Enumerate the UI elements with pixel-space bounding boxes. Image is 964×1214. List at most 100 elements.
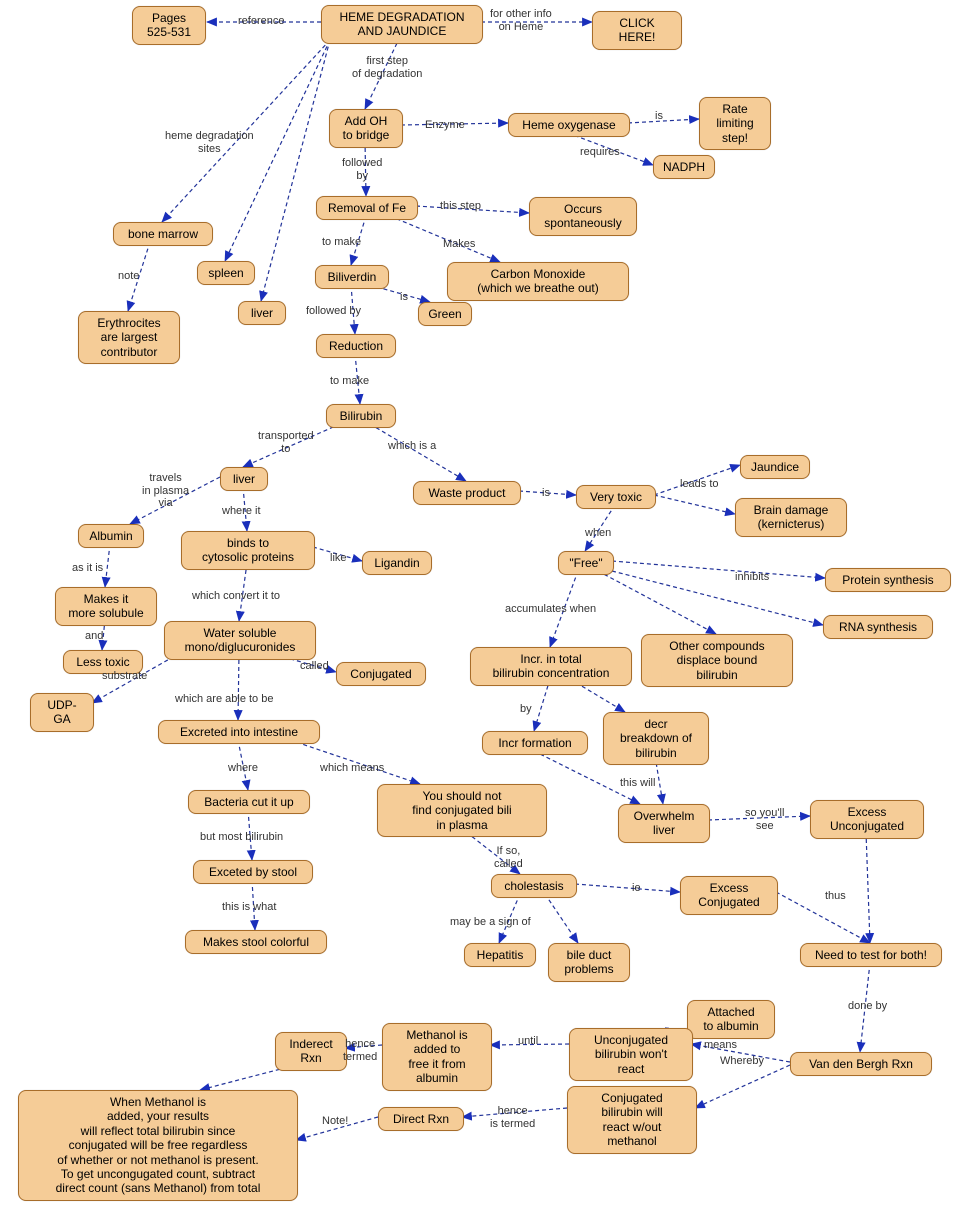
node-needtest: Need to test for both! xyxy=(800,943,942,967)
edge-label-title-addoh: first stepof degradation xyxy=(352,55,422,80)
node-jaund: Jaundice xyxy=(740,455,810,479)
edge-label-decrbreak-overwhelm: this will xyxy=(620,777,655,790)
node-methanol: Methanol isadded tofree it fromalbumin xyxy=(382,1023,492,1091)
node-eryth: Erythrocitesare largestcontributor xyxy=(78,311,180,364)
node-overwhelm: Overwhelmliver xyxy=(618,804,710,843)
edge-label-reduc-bilirubin: to make xyxy=(330,375,369,388)
edge-free-protsyn xyxy=(612,561,825,578)
node-nadph: NADPH xyxy=(653,155,715,179)
node-liver1: liver xyxy=(238,301,286,325)
node-exunconj: ExcessUnconjugated xyxy=(810,800,924,839)
node-hepat: Hepatitis xyxy=(464,943,536,967)
node-conjreact: Conjugatedbilirubin willreact w/outmetha… xyxy=(567,1086,697,1154)
node-colorful: Makes stool colorful xyxy=(185,930,327,954)
edge-label-biliverdin-reduc: followed by xyxy=(306,305,361,318)
edge-label-albumin-solub: as it is xyxy=(72,562,103,575)
node-removfe: Removal of Fe xyxy=(316,196,418,220)
node-biliverdin: Biliverdin xyxy=(315,265,389,289)
edge-label-removfe-biliverdin: to make xyxy=(322,236,361,249)
edge-label-wsoluble-excrete: which are able to be xyxy=(175,693,273,706)
edge-wsoluble-excrete xyxy=(238,653,239,720)
node-stool: Exceted by stool xyxy=(193,860,313,884)
edge-label-removfe-co: Makes xyxy=(443,238,475,251)
edge-title-liver1 xyxy=(261,40,330,301)
node-solub: Makes itmore solubule xyxy=(55,587,157,626)
node-occspon: Occursspontaneously xyxy=(529,197,637,236)
node-ratelim: Ratelimitingstep! xyxy=(699,97,771,150)
edge-label-unconjwo-attached: means xyxy=(704,1039,737,1052)
node-hemeoxy: Heme oxygenase xyxy=(508,113,630,137)
node-bonemarrow: bone marrow xyxy=(113,222,213,246)
edge-label-biliverdin-green: is xyxy=(400,291,408,304)
edge-label-bact-stool: but most bilirubin xyxy=(200,831,283,844)
edge-label-title-bonemarrow: heme degradationsites xyxy=(165,130,254,155)
edge-label-wsoluble-udpga: substrate xyxy=(102,670,147,683)
edge-label-removfe-occspon: this step xyxy=(440,200,481,213)
node-decrbreak: decrbreakdown ofbilirubin xyxy=(603,712,709,765)
edge-label-incrtot-incrform: by xyxy=(520,703,532,716)
node-unconjwo: Unconjugatedbilirubin won'treact xyxy=(569,1028,693,1081)
edge-label-cholest-exconj: ie xyxy=(632,882,641,895)
edge-label-addoh-removfe: followedby xyxy=(342,157,382,182)
edge-label-methanol-indirect: hencetermed xyxy=(343,1038,377,1063)
edge-label-title-click: for other infoon Heme xyxy=(490,8,552,33)
node-direct: Direct Rxn xyxy=(378,1107,464,1131)
edge-label-wsoluble-conjug: called xyxy=(300,660,329,673)
edge-exconj-needtest xyxy=(776,892,870,943)
node-vtoxic: Very toxic xyxy=(576,485,656,509)
edge-cholest-bileduct xyxy=(545,894,578,943)
node-pages: Pages525-531 xyxy=(132,6,206,45)
edge-label-bilirubin-waste: which is a xyxy=(388,440,436,453)
node-bact: Bacteria cut it up xyxy=(188,790,310,814)
node-brain: Brain damage(kernicterus) xyxy=(735,498,847,537)
node-spleen: spleen xyxy=(197,261,255,285)
node-udpga: UDP-GA xyxy=(30,693,94,732)
node-reduc: Reduction xyxy=(316,334,396,358)
edge-label-excrete-bact: where xyxy=(228,762,258,775)
edge-exunconj-needtest xyxy=(866,832,870,943)
edge-label-vdb-unconjwo: Whereby xyxy=(720,1055,764,1068)
node-noconj: You should notfind conjugated biliin pla… xyxy=(377,784,547,837)
concept-map-canvas: { "meta": { "node_bg": "#f5cc97", "node_… xyxy=(0,0,964,1214)
edge-label-binds-ligandin: like xyxy=(330,552,347,565)
edge-vdb-conjreact xyxy=(695,1065,790,1108)
edge-label-unconjwo-methanol: until xyxy=(518,1035,538,1048)
edge-label-solub-lesstox: and xyxy=(85,630,103,643)
edge-label-bilirubin-liver2: transportedto xyxy=(258,430,314,455)
edge-label-hemeoxy-nadph: requires xyxy=(580,146,620,159)
node-conjug: Conjugated xyxy=(336,662,426,686)
edge-label-free-protsyn: inhibits xyxy=(735,571,769,584)
node-wsoluble: Water solublemono/diglucuronides xyxy=(164,621,316,660)
edge-label-overwhelm-exunconj: so you'llsee xyxy=(745,807,784,832)
node-ligandin: Ligandin xyxy=(362,551,432,575)
edge-label-liver2-albumin: travelsin plasmavia xyxy=(142,472,189,510)
edge-incrtot-incrform xyxy=(534,679,550,731)
node-cholest: cholestasis xyxy=(491,874,577,898)
edge-label-binds-wsoluble: which convert it to xyxy=(192,590,280,603)
edge-label-stool-colorful: this is what xyxy=(222,901,276,914)
node-addoh: Add OHto bridge xyxy=(329,109,403,148)
node-liver2: liver xyxy=(220,467,268,491)
node-albumin: Albumin xyxy=(78,524,144,548)
node-rnasyn: RNA synthesis xyxy=(823,615,933,639)
node-attached: Attachedto albumin xyxy=(687,1000,775,1039)
edge-free-otherdisp xyxy=(598,571,716,634)
edge-label-free-incrtot: accumulates when xyxy=(505,603,596,616)
node-green: Green xyxy=(418,302,472,326)
edge-label-cholest-hepat: may be a sign of xyxy=(450,916,531,929)
node-incrform: Incr formation xyxy=(482,731,588,755)
edge-vtoxic-brain xyxy=(654,495,735,514)
edge-hemeoxy-ratelim xyxy=(628,119,699,123)
node-otherdisp: Other compoundsdisplace boundbilirubin xyxy=(641,634,793,687)
edge-label-liver2-binds: where it xyxy=(222,505,261,518)
node-incrtot: Incr. in totalbilirubin concentration xyxy=(470,647,632,686)
edge-label-bonemarrow-eryth: note xyxy=(118,270,139,283)
node-exconj: ExcessConjugated xyxy=(680,876,778,915)
node-co: Carbon Monoxide(which we breathe out) xyxy=(447,262,629,301)
node-protsyn: Protein synthesis xyxy=(825,568,951,592)
edge-label-addoh-hemeoxy: Enzyme xyxy=(425,119,465,132)
edge-cholest-exconj xyxy=(575,884,680,892)
edge-label-vtoxic-jaund: leads to xyxy=(680,478,719,491)
node-bilirubin: Bilirubin xyxy=(326,404,396,428)
node-notebig: When Methanol isadded, your resultswill … xyxy=(18,1090,298,1201)
